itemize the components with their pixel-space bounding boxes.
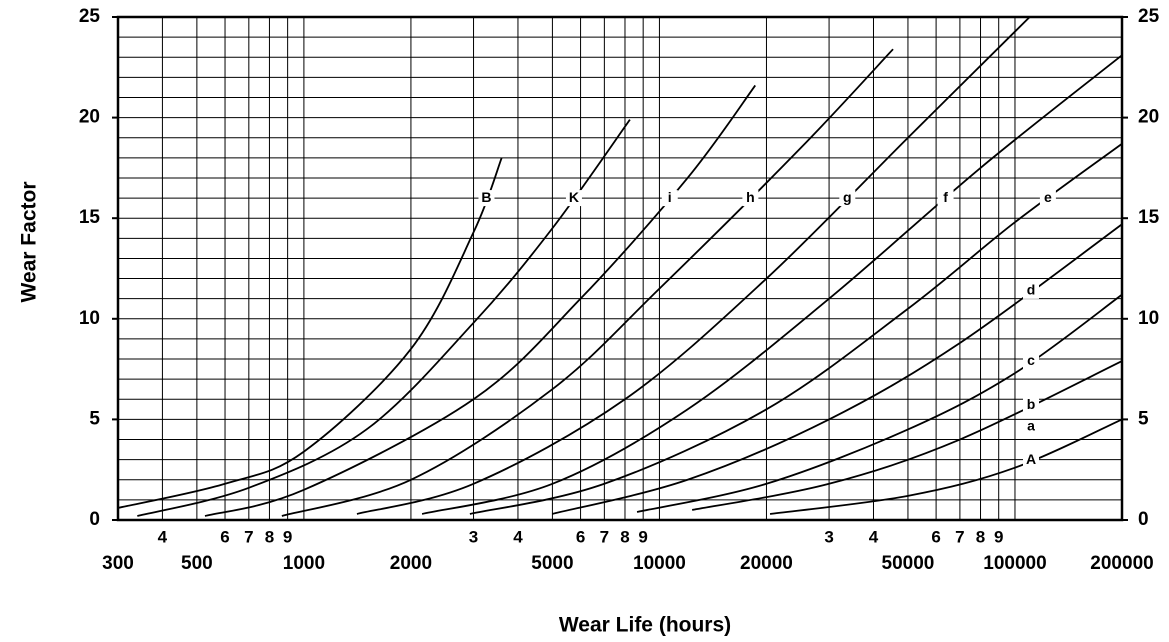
x-tick-label: 8 bbox=[976, 527, 985, 546]
x-tick-label: 8 bbox=[265, 527, 274, 546]
x-tick-label: 9 bbox=[638, 527, 647, 546]
y2-tick-label: 25 bbox=[1138, 6, 1160, 27]
label-bg bbox=[937, 190, 954, 207]
label-bg bbox=[839, 190, 856, 207]
x-tick-label: 6 bbox=[576, 527, 585, 546]
label-bg bbox=[1024, 419, 1038, 435]
curve bbox=[421, 54, 1123, 515]
curve bbox=[769, 418, 1123, 515]
x-tick-label: 5000 bbox=[531, 553, 573, 574]
x-tick-label: 6 bbox=[220, 527, 229, 546]
y2-tick-label: 20 bbox=[1138, 107, 1159, 128]
curve bbox=[117, 157, 503, 509]
x-tick-label: 6 bbox=[931, 527, 940, 546]
legend-label: c bbox=[1027, 352, 1035, 368]
legend-label: K bbox=[569, 189, 579, 205]
x-tick-label: 9 bbox=[994, 527, 1003, 546]
x-tick-label: 4 bbox=[158, 527, 168, 546]
label-bg bbox=[742, 190, 759, 207]
label-bg bbox=[1023, 452, 1039, 469]
legend-label: g bbox=[843, 189, 852, 205]
curve bbox=[204, 84, 756, 517]
x-tick-label: 7 bbox=[244, 527, 253, 546]
x-tick-label: 3 bbox=[824, 527, 833, 546]
legend-label: i bbox=[668, 189, 672, 205]
label-bg bbox=[1023, 353, 1039, 370]
x-tick-label: 8 bbox=[620, 527, 629, 546]
x-tick-label: 300 bbox=[102, 553, 134, 574]
curve bbox=[356, 16, 1031, 515]
x-tick-label: 7 bbox=[955, 527, 964, 546]
y-tick-label: 5 bbox=[89, 408, 100, 429]
y-axis-label: Wear Factor bbox=[18, 182, 41, 303]
curve bbox=[636, 293, 1123, 513]
legend-label: h bbox=[746, 189, 755, 205]
label-bg bbox=[565, 190, 582, 207]
label-bg bbox=[661, 190, 678, 207]
legend-label: A bbox=[1026, 451, 1036, 467]
label-bg bbox=[1039, 190, 1056, 207]
y-tick-label: 0 bbox=[89, 509, 100, 530]
y2-tick-label: 10 bbox=[1138, 308, 1159, 329]
curve-annotation: a bbox=[1027, 418, 1035, 434]
label-bg bbox=[1023, 282, 1039, 299]
legend-label: f bbox=[943, 189, 948, 205]
y-tick-label: 10 bbox=[79, 308, 100, 329]
x-tick-label: 1000 bbox=[283, 553, 325, 574]
plot-frame bbox=[116, 15, 1124, 522]
label-bg bbox=[478, 190, 495, 207]
legend-label: e bbox=[1044, 189, 1052, 205]
label-bg bbox=[1023, 397, 1039, 414]
x-tick-label: 3 bbox=[469, 527, 478, 546]
x-tick-label: 4 bbox=[869, 527, 879, 546]
curve bbox=[281, 48, 894, 517]
legend-label: B bbox=[481, 189, 491, 205]
x-tick-label: 50000 bbox=[882, 553, 935, 574]
x-tick-label: 20000 bbox=[740, 553, 793, 574]
y-tick-label: 15 bbox=[79, 207, 101, 228]
y2-tick-label: 5 bbox=[1138, 408, 1149, 429]
x-tick-label: 200000 bbox=[1090, 553, 1153, 574]
x-tick-label: 9 bbox=[283, 527, 292, 546]
curve bbox=[469, 143, 1123, 515]
x-tick-label: 4 bbox=[513, 527, 523, 546]
curve bbox=[691, 360, 1123, 511]
x-tick-label: 2000 bbox=[390, 553, 432, 574]
legend-label: d bbox=[1027, 282, 1036, 298]
y2-tick-label: 15 bbox=[1138, 207, 1160, 228]
legend-label: b bbox=[1027, 396, 1036, 412]
x-tick-label: 10000 bbox=[633, 553, 686, 574]
x-tick-label: 100000 bbox=[983, 553, 1046, 574]
x-axis-label: Wear Life (hours) bbox=[559, 614, 731, 637]
x-tick-label: 500 bbox=[181, 553, 213, 574]
y2-tick-label: 0 bbox=[1138, 509, 1149, 530]
y-tick-label: 20 bbox=[79, 107, 100, 128]
y-tick-label: 25 bbox=[79, 6, 101, 27]
curve bbox=[137, 119, 631, 517]
x-tick-label: 7 bbox=[600, 527, 609, 546]
